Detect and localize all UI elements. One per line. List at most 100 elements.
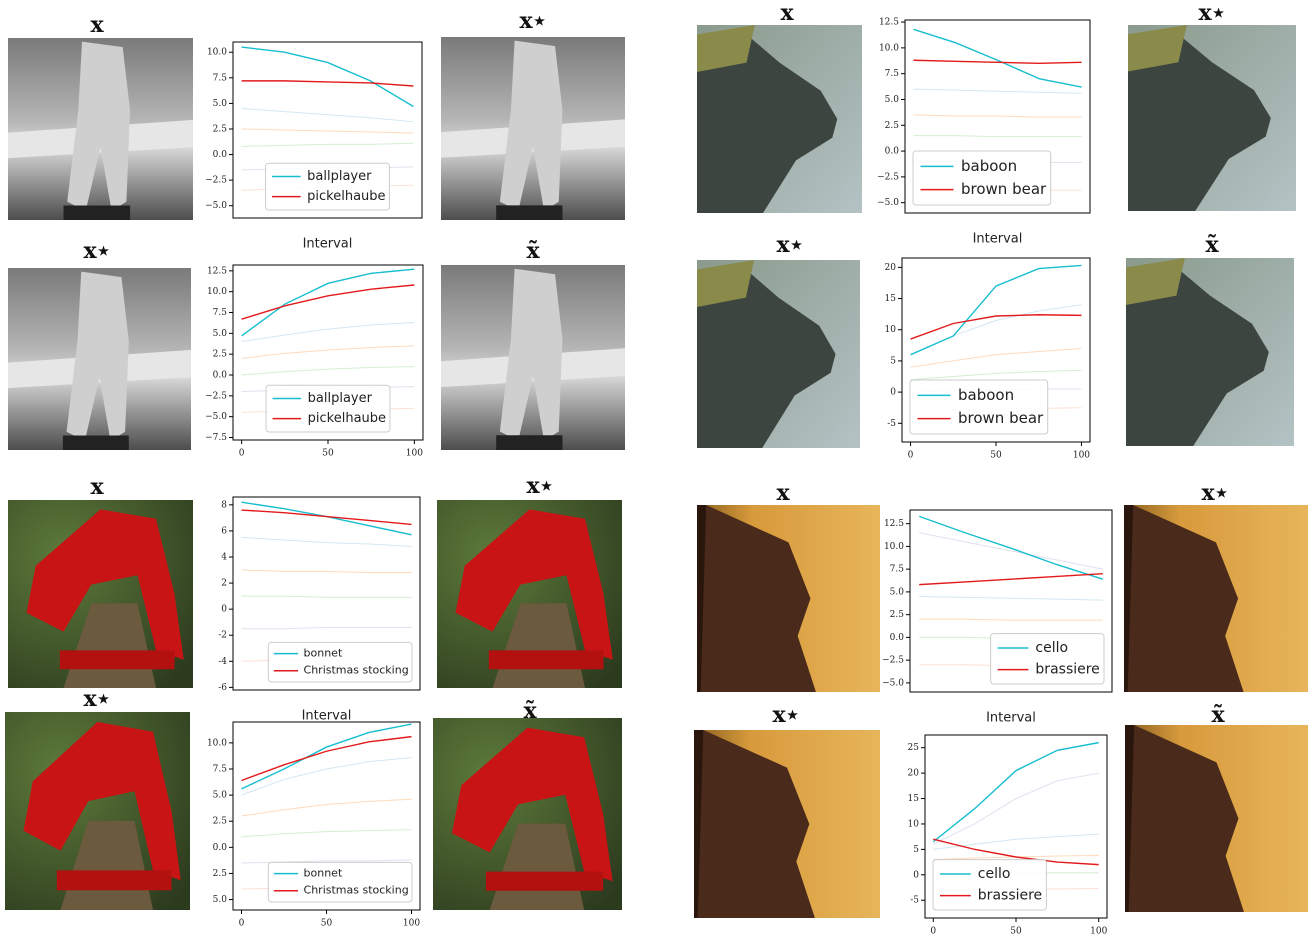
photo-shape bbox=[496, 205, 562, 220]
photo bbox=[697, 260, 860, 448]
x-tick-label: 0 bbox=[930, 927, 936, 937]
y-tick-label: 5.0 bbox=[213, 329, 228, 339]
y-tick-label: 7.5 bbox=[213, 73, 228, 83]
legend: cellobrassiere bbox=[933, 860, 1046, 910]
y-tick-label: −5.0 bbox=[877, 198, 899, 208]
x-tick-label: 100 bbox=[1073, 451, 1090, 461]
background-line bbox=[242, 830, 412, 837]
background-line bbox=[913, 136, 1081, 137]
y-tick-label: -2 bbox=[218, 631, 227, 641]
photo bbox=[441, 37, 625, 220]
figure: xx⋆x⋆x̃xx⋆x⋆x̃xx⋆x⋆x̃xx⋆x⋆x̃−5.0−2.50.02… bbox=[0, 0, 1312, 937]
background-line bbox=[242, 799, 412, 816]
background-line bbox=[242, 346, 415, 359]
series-line bbox=[913, 29, 1081, 87]
legend-label: brown bear bbox=[961, 180, 1047, 198]
legend-label: ballplayer bbox=[307, 169, 372, 184]
y-tick-label: −2.5 bbox=[205, 176, 227, 186]
y-tick-label: -4 bbox=[218, 657, 227, 667]
y-tick-label: -5 bbox=[910, 896, 919, 906]
photo-shape bbox=[63, 435, 129, 450]
y-tick-label: 0.0 bbox=[213, 150, 228, 160]
x-tick-label: 0 bbox=[239, 449, 245, 459]
y-tick-label: 7.5 bbox=[213, 765, 228, 775]
y-tick-label: −5.0 bbox=[882, 678, 904, 688]
y-tick-label: 0.0 bbox=[213, 371, 228, 381]
x-tick-label: 50 bbox=[990, 451, 1002, 461]
series-line bbox=[242, 285, 415, 319]
legend-label: brassiere bbox=[1035, 662, 1099, 678]
x-tick-label: 100 bbox=[403, 919, 420, 929]
background-line bbox=[933, 773, 1098, 844]
series-line bbox=[242, 269, 415, 336]
photo bbox=[437, 500, 622, 688]
photo bbox=[697, 25, 862, 213]
photo bbox=[1128, 25, 1296, 211]
background-line bbox=[242, 596, 412, 597]
image-label: x bbox=[780, 0, 794, 26]
y-tick-label: 0.0 bbox=[890, 633, 905, 643]
x-tick-label: 100 bbox=[406, 449, 423, 459]
x-tick-label: 0 bbox=[239, 919, 245, 929]
photo-shape bbox=[57, 870, 172, 890]
y-tick-label: 12.5 bbox=[884, 519, 904, 529]
page: xx⋆x⋆x̃xx⋆x⋆x̃xx⋆x⋆x̃xx⋆x⋆x̃−5.0−2.50.02… bbox=[0, 0, 1312, 937]
photo bbox=[1126, 258, 1294, 446]
image-label: x⋆ bbox=[527, 473, 554, 499]
image-label: x̃ bbox=[1205, 232, 1219, 258]
image-label: x⋆ bbox=[1199, 0, 1226, 26]
y-tick-label: 12.5 bbox=[879, 18, 899, 28]
y-tick-label: 5.0 bbox=[213, 791, 228, 801]
y-tick-label: −5.0 bbox=[205, 412, 227, 422]
x-axis-label: Interval bbox=[303, 237, 353, 252]
y-tick-label: 7.5 bbox=[890, 565, 905, 575]
series-line bbox=[242, 47, 414, 106]
background-line bbox=[242, 627, 412, 628]
photo bbox=[8, 268, 191, 450]
legend: bonnet Christmas stocking bbox=[268, 642, 412, 682]
y-tick-label: 2.5 bbox=[213, 817, 228, 827]
x-tick-label: 100 bbox=[1090, 927, 1107, 937]
legend: ballplayerpickelhaube bbox=[266, 385, 390, 432]
y-tick-label: 0 bbox=[913, 870, 919, 880]
y-tick-label: 2.5 bbox=[213, 350, 228, 360]
legend: bonnetChristmas stocking bbox=[268, 862, 412, 902]
background-line bbox=[919, 619, 1103, 620]
chart: −5.0−2.50.02.55.07.510.012.5Intervalcell… bbox=[882, 510, 1112, 726]
background-line bbox=[913, 115, 1081, 117]
x-tick-label: 50 bbox=[1010, 927, 1022, 937]
y-tick-label: 25 bbox=[908, 743, 920, 753]
y-tick-label: 2 bbox=[221, 579, 227, 589]
legend: cellobrassiere bbox=[991, 634, 1104, 684]
legend-label: pickelhaube bbox=[307, 189, 385, 204]
y-tick-label: 10 bbox=[908, 819, 920, 829]
background-line bbox=[242, 129, 414, 133]
y-tick-label: −5.0 bbox=[205, 201, 227, 211]
image-label: x bbox=[776, 480, 790, 506]
series-line bbox=[919, 574, 1103, 585]
y-tick-label: 6 bbox=[221, 526, 227, 536]
series-line bbox=[242, 737, 412, 781]
legend-label: ballplayer bbox=[308, 391, 373, 406]
image-label: x bbox=[90, 12, 104, 38]
image-label: x⋆ bbox=[777, 232, 804, 258]
background-line bbox=[242, 109, 414, 122]
y-tick-label: 0 bbox=[221, 605, 227, 615]
y-tick-label: 5.0 bbox=[213, 895, 228, 905]
x-axis-label: Interval bbox=[986, 711, 1036, 726]
y-tick-label: -5 bbox=[887, 419, 896, 429]
legend-label: bonnet bbox=[304, 647, 343, 660]
series-line bbox=[933, 743, 1098, 842]
series-line bbox=[911, 265, 1082, 354]
photo bbox=[441, 265, 625, 450]
legend: baboonbrown bear bbox=[913, 151, 1051, 205]
image-label: x⋆ bbox=[520, 8, 547, 34]
y-tick-label: 10.0 bbox=[207, 287, 227, 297]
chart: 5.02.50.02.55.07.510.0050100bonnetChrist… bbox=[207, 722, 420, 929]
legend-label: Christmas stocking bbox=[304, 664, 409, 677]
background-line bbox=[242, 570, 412, 573]
y-tick-label: 0.0 bbox=[213, 843, 228, 853]
legend-label: baboon bbox=[958, 386, 1014, 404]
